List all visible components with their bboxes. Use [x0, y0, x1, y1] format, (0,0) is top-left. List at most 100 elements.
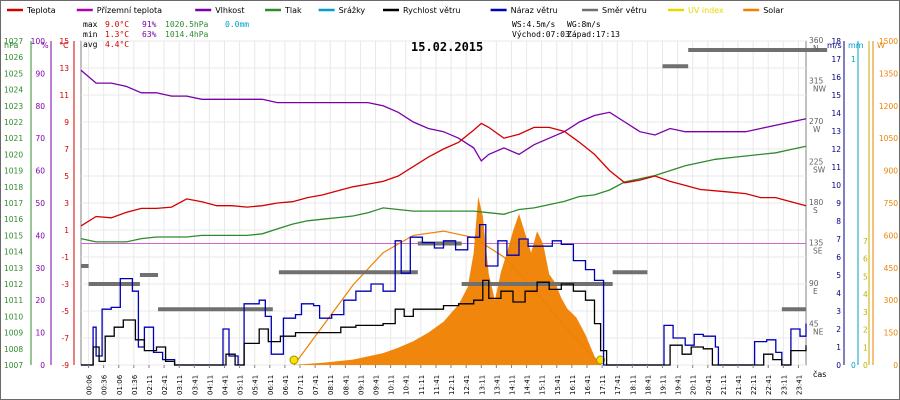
x-tick-label: 12:41	[463, 375, 471, 395]
x-tick-label: 02:11	[146, 375, 154, 395]
wind-tick: 2	[836, 325, 841, 334]
direction-label: NE	[813, 328, 824, 337]
humidity-tick: 100	[31, 37, 46, 46]
pressure-tick: 1009	[4, 329, 23, 338]
wind-tick: 1	[836, 343, 841, 352]
pressure-tick: 1022	[4, 118, 23, 127]
temperature-tick: -9	[62, 361, 70, 370]
wind-tick: 13	[831, 127, 841, 136]
x-tick-label: 13:41	[493, 375, 501, 395]
x-tick-label: 05:41	[252, 375, 260, 395]
solar-tick: 600	[884, 231, 899, 240]
direction-tick: 90	[809, 279, 819, 288]
solar-series	[289, 196, 606, 366]
solar-tick: 1350	[879, 69, 898, 78]
pressure-tick: 1025	[4, 69, 23, 78]
x-tick-label: 08:11	[327, 375, 335, 395]
wind-tick: 11	[831, 163, 841, 172]
stat-avg-label: avg	[83, 40, 98, 49]
solar-unit: W	[877, 41, 885, 50]
direction-label: SE	[813, 247, 823, 256]
x-tick-label: 01:36	[131, 374, 139, 395]
x-tick-label: 18:11	[629, 375, 637, 395]
gridlines	[80, 40, 807, 366]
stat-max-rain: 0.0mm	[225, 20, 249, 29]
wind-tick: 12	[831, 145, 841, 154]
pressure-unit: hPa	[4, 41, 19, 50]
x-tick-label: 07:41	[312, 375, 320, 395]
wind-tick: 10	[831, 181, 841, 190]
humidity-tick: 50	[35, 199, 45, 208]
pressure-tick: 1008	[4, 345, 23, 354]
x-tick-label: 10:41	[403, 375, 411, 395]
x-axis-unit: čas	[813, 369, 826, 379]
solar-tick: 150	[884, 329, 899, 338]
solar-area	[292, 196, 601, 365]
wind-tick: 4	[836, 289, 841, 298]
wind-unit: m/s	[827, 41, 842, 50]
wind-tick: 17	[831, 55, 841, 64]
legend-label: Přízemní teplota	[97, 6, 162, 15]
x-tick-label: 04:41	[221, 375, 229, 395]
x-tick-label: 16:11	[569, 375, 577, 395]
humidity-tick: 60	[35, 167, 45, 176]
x-tick-label: 03:11	[176, 375, 184, 395]
solar-tick: 1500	[879, 37, 898, 46]
direction-tick: 315	[809, 77, 824, 86]
rain-unit: mm	[848, 41, 864, 50]
x-tick-label: 23:41	[795, 375, 803, 395]
pressure-line	[80, 145, 807, 243]
direction-tick: 180	[809, 198, 824, 207]
x-tick-label: 17:11	[599, 375, 607, 395]
stats-header: max 9.0°C 91% 1020.5hPa 0.0mm min 1.3°C 63% 1014…	[83, 20, 620, 54]
temperature-tick: -3	[62, 280, 70, 289]
x-tick-label: 00:36	[101, 374, 109, 395]
x-tick-label: 19:11	[660, 375, 668, 395]
x-tick-label: 09:11	[357, 375, 365, 395]
x-tick-label: 21:41	[735, 375, 743, 395]
legend-label: Tlak	[284, 6, 302, 15]
solar-tick: 0	[893, 361, 898, 370]
x-tick-label: 21:11	[720, 375, 728, 395]
stat-max-label: max	[83, 20, 98, 29]
uv-tick: 1	[863, 343, 868, 352]
x-tick-label: 13:11	[478, 375, 486, 395]
stat-min-pressure: 1014.4hPa	[165, 30, 209, 39]
sunset-info: Západ:17:13	[567, 30, 620, 39]
wind-tick: 6	[836, 253, 841, 262]
x-tick-label: 14:41	[524, 375, 532, 395]
x-tick-label: 05:11	[237, 375, 245, 395]
pressure-tick: 1027	[4, 37, 23, 46]
legend-label: Teplota	[26, 6, 56, 15]
rain-tick: 1	[851, 55, 856, 64]
temperature-tick: 13	[59, 64, 69, 73]
wind-speed-info: WS:4.5m/s	[512, 20, 556, 29]
humidity-tick: 30	[35, 264, 45, 273]
uv-tick: 7	[863, 237, 868, 246]
pressure-tick: 1023	[4, 102, 23, 111]
x-tick-label: 01:06	[116, 374, 124, 395]
wind-speed-line	[81, 279, 807, 366]
temperature-tick: 15	[59, 37, 69, 46]
pressure-tick: 1016	[4, 215, 23, 224]
x-tick-label: 16:41	[584, 375, 592, 395]
pressure-tick: 1026	[4, 53, 23, 62]
pressure-tick: 1007	[4, 361, 23, 370]
wind-tick: 14	[831, 109, 841, 118]
stat-max-humidity: 91%	[142, 20, 157, 29]
x-tick-label: 12:11	[448, 375, 456, 395]
wind-tick: 9	[836, 199, 841, 208]
stat-min-temp: 1.3°C	[105, 30, 129, 39]
rain-tick: 0	[851, 361, 856, 370]
pressure-tick: 1013	[4, 264, 23, 273]
wind-tick: 8	[836, 217, 841, 226]
direction-tick: 270	[809, 117, 824, 126]
stat-max-temp: 9.0°C	[105, 20, 129, 29]
wind-tick: 5	[836, 271, 841, 280]
pressure-tick: 1018	[4, 183, 23, 192]
pressure-tick: 1012	[4, 280, 23, 289]
temperature-tick: 5	[64, 172, 69, 181]
humidity-tick: 90	[35, 69, 45, 78]
